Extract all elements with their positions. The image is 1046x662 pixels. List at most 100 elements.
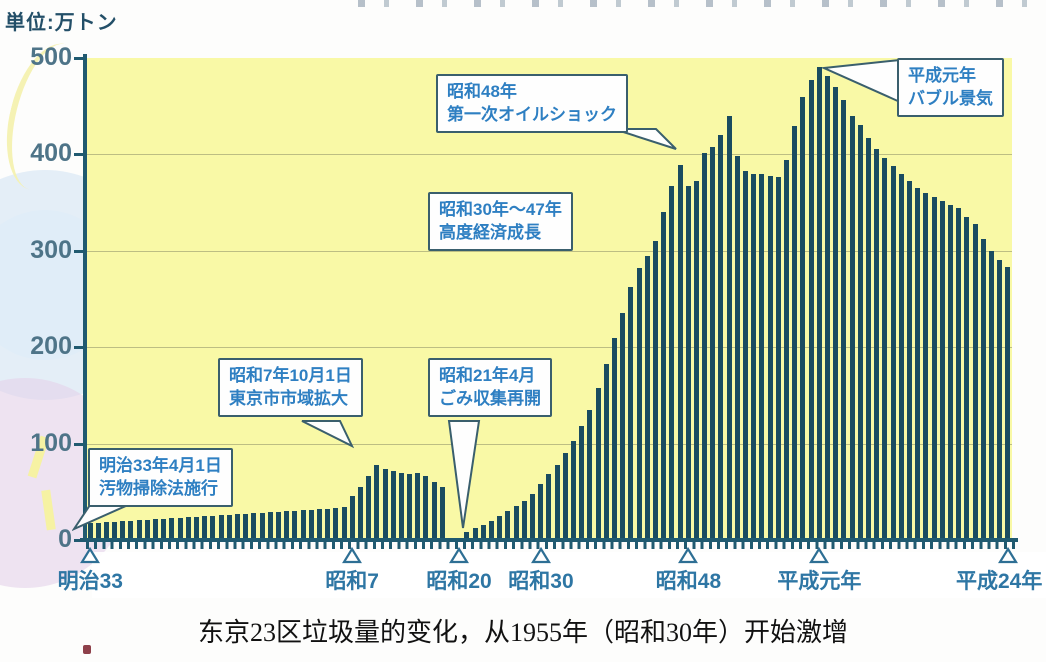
- bar-1964: [611, 337, 617, 540]
- bar-1967: [636, 268, 642, 540]
- bar-1980: [743, 170, 749, 540]
- bar-1937: [390, 470, 396, 540]
- y-tick-dash: [74, 346, 85, 350]
- x-marker-昭和20: [448, 547, 469, 564]
- bar-1954: [530, 493, 535, 540]
- x-label-昭和20: 昭和20: [426, 570, 492, 593]
- bar-1972: [677, 165, 683, 540]
- x-marker-明治33: [80, 547, 101, 564]
- bar-1902: [103, 521, 109, 540]
- bar-1976: [710, 146, 716, 540]
- annotation-line: 東京市市域拡大: [229, 388, 348, 408]
- y-tick-500: 500: [30, 43, 72, 71]
- bar-1953: [521, 501, 527, 540]
- bar-1938: [398, 472, 404, 540]
- annotation-line: 平成元年: [908, 66, 976, 85]
- bar-1965: [620, 313, 626, 540]
- bar-1974: [693, 181, 699, 540]
- bar-2010: [988, 250, 994, 540]
- bar-1908: [153, 518, 159, 540]
- bar-1957: [554, 464, 560, 540]
- annotation-line: 昭和48年: [447, 82, 517, 101]
- bar-1963: [603, 363, 609, 540]
- bar-1909: [161, 518, 167, 540]
- bar-2009: [980, 239, 986, 540]
- bar-1955: [538, 484, 544, 540]
- annotation-waste-law-pointer: [72, 504, 129, 531]
- y-tick-300: 300: [30, 235, 72, 264]
- bar-2012: [1005, 267, 1011, 540]
- bar-1966: [628, 287, 634, 540]
- annotation-line: 高度経済成長: [439, 222, 541, 242]
- x-label-昭和30: 昭和30: [508, 570, 574, 593]
- y-tick-dash: [74, 153, 85, 157]
- bar-2008: [972, 223, 978, 540]
- bar-1991: [833, 86, 839, 540]
- bar-1931: [341, 507, 347, 540]
- y-tick-400: 400: [30, 139, 72, 168]
- bar-1949: [489, 520, 495, 540]
- bar-1933: [357, 486, 363, 540]
- bar-1959: [570, 440, 576, 540]
- bar-1911: [177, 517, 183, 540]
- annotation-line: 昭和30年～47年: [439, 200, 562, 219]
- annotation-collection-restart-pointer: [447, 420, 481, 529]
- bar-2004: [939, 200, 945, 540]
- bar-1950: [497, 515, 503, 540]
- figure-caption: 东京23区垃圾量的变化，从1955年（昭和30年）开始激增: [197, 618, 848, 647]
- bar-2001: [915, 188, 921, 540]
- y-tick-0: 0: [58, 525, 72, 553]
- bar-1910: [169, 517, 175, 540]
- bar-1973: [685, 186, 691, 540]
- bar-1934: [366, 476, 372, 540]
- x-marker-昭和30: [530, 547, 551, 564]
- bar-1952: [513, 506, 519, 540]
- x-marker-平成24年: [997, 547, 1018, 564]
- bar-1943: [439, 486, 445, 540]
- bar-1988: [808, 80, 814, 540]
- bar-1939: [407, 474, 413, 540]
- bar-1918: [235, 513, 240, 540]
- bar-1956: [546, 474, 552, 540]
- bar-1948: [480, 524, 486, 540]
- y-tick-100: 100: [30, 428, 72, 457]
- bar-1922: [267, 512, 273, 540]
- y-tick-dash: [74, 539, 85, 542]
- bar-1982: [759, 173, 765, 540]
- bar-1947: [472, 528, 478, 540]
- annotation-high-growth: 昭和30年～47年 高度経済成長: [428, 192, 573, 251]
- bar-1940: [415, 472, 421, 540]
- bar-1900: [87, 522, 93, 540]
- bar-2002: [923, 192, 929, 540]
- annotation-bubble-economy-pointer: [822, 58, 901, 104]
- bar-1927: [308, 510, 314, 540]
- x-marker-昭和48: [678, 547, 699, 564]
- annotation-line: 明治33年4月1日: [99, 456, 222, 475]
- plot-area: [86, 58, 1012, 540]
- bar-1901: [95, 522, 101, 540]
- bar-1914: [202, 515, 208, 540]
- bar-1995: [865, 138, 871, 540]
- x-axis-label-strip: [92, 552, 1046, 598]
- annotation-line: バブル景気: [908, 88, 993, 108]
- bar-1987: [800, 96, 806, 540]
- bar-1906: [136, 519, 142, 540]
- x-marker-昭和7: [342, 547, 363, 564]
- annotation-waste-law: 明治33年4月1日 汚物掃除法施行: [88, 448, 233, 507]
- x-label-平成元年: 平成元年: [777, 570, 862, 593]
- x-axis-year-ticks: [86, 540, 1016, 549]
- bar-1960: [579, 426, 585, 540]
- bar-1936: [382, 468, 388, 540]
- bar-1992: [841, 100, 847, 540]
- bar-1958: [562, 453, 568, 540]
- annotation-oil-shock: 昭和48年 第一次オイルショック: [436, 74, 628, 133]
- bar-2003: [931, 196, 937, 540]
- annotation-line: 汚物掃除法施行: [99, 478, 218, 498]
- bar-1975: [702, 153, 708, 540]
- bar-1921: [259, 513, 265, 540]
- annotation-city-expansion: 昭和7年10月1日 東京市市域拡大: [218, 358, 363, 417]
- bar-1983: [767, 175, 773, 540]
- bar-1978: [726, 115, 732, 540]
- annotation-city-expansion-pointer: [301, 420, 355, 449]
- x-label-明治33: 明治33: [57, 570, 123, 593]
